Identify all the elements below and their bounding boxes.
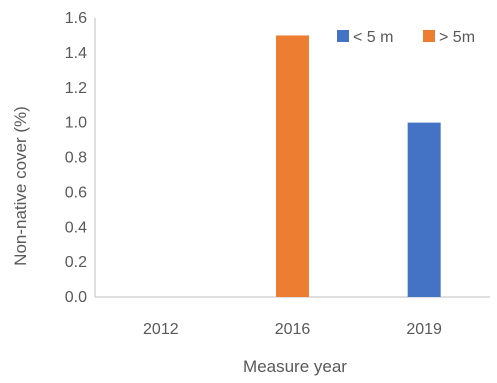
legend-label-1: > 5m [439,29,475,46]
bar-2016-series-1 [276,35,309,297]
y-axis-title: Non-native cover (%) [11,106,30,266]
y-tick-label: 0.4 [65,219,87,236]
x-tick-label: 2012 [143,321,179,338]
x-axis-title: Measure year [243,357,347,376]
y-tick-label: 1.2 [65,80,87,97]
y-tick-label: 1.6 [65,10,87,27]
y-tick-label: 0.8 [65,150,87,167]
x-tick-label: 2019 [406,321,442,338]
y-tick-label: 1.4 [65,45,87,62]
y-tick-label: 1.0 [65,115,87,132]
bars [276,35,441,297]
y-tick-label: 0.0 [65,289,87,306]
x-tick-label: 2016 [275,321,311,338]
y-axis-ticks: 0.0 0.2 0.4 0.6 0.8 1.0 1.2 1.4 1.6 [65,10,87,306]
y-tick-label: 0.6 [65,184,87,201]
x-axis-ticks: 2012 2016 2019 [143,321,442,338]
y-tick-label: 0.2 [65,254,87,271]
legend: < 5 m > 5m [337,29,475,46]
legend-label-0: < 5 m [353,29,393,46]
legend-swatch-1 [423,30,435,42]
legend-swatch-0 [337,30,349,42]
bar-2019-series-0 [407,122,441,297]
